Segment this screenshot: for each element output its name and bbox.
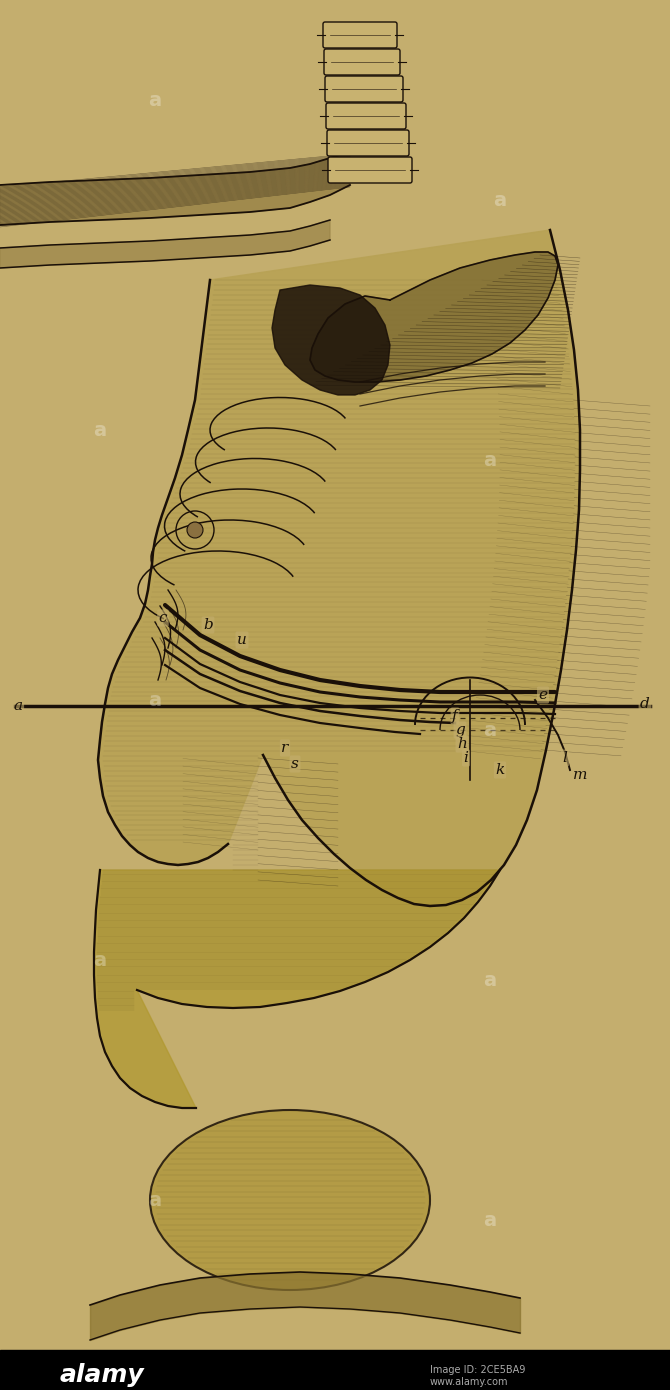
Text: l: l	[563, 751, 567, 764]
Polygon shape	[98, 229, 580, 906]
Polygon shape	[94, 870, 500, 1108]
Text: a: a	[484, 1211, 496, 1230]
Text: i: i	[464, 751, 468, 764]
Polygon shape	[310, 252, 558, 382]
Text: r: r	[281, 741, 289, 755]
Text: alamy: alamy	[60, 1364, 145, 1387]
Text: e: e	[539, 688, 547, 702]
Text: b: b	[203, 619, 213, 632]
FancyBboxPatch shape	[323, 22, 397, 49]
Polygon shape	[0, 1350, 670, 1390]
FancyBboxPatch shape	[327, 131, 409, 156]
Polygon shape	[272, 285, 390, 395]
Text: u: u	[237, 632, 247, 646]
Text: a: a	[13, 699, 23, 713]
Text: f: f	[452, 709, 458, 723]
Polygon shape	[0, 152, 350, 225]
Text: d: d	[640, 696, 650, 712]
Text: m: m	[573, 769, 587, 783]
Text: a: a	[93, 951, 107, 969]
Ellipse shape	[150, 1111, 430, 1290]
Text: c: c	[159, 612, 168, 626]
Text: www.alamy.com: www.alamy.com	[430, 1377, 509, 1387]
Text: a: a	[493, 190, 507, 210]
Polygon shape	[0, 220, 330, 268]
Text: h: h	[457, 737, 467, 751]
Text: a: a	[149, 90, 161, 110]
Text: a: a	[149, 1190, 161, 1209]
Text: k: k	[495, 763, 505, 777]
Text: Image ID: 2CE5BA9: Image ID: 2CE5BA9	[430, 1365, 525, 1375]
Text: a: a	[484, 970, 496, 990]
FancyBboxPatch shape	[324, 49, 400, 75]
Text: a: a	[149, 691, 161, 709]
Text: g: g	[455, 723, 465, 737]
FancyBboxPatch shape	[328, 157, 412, 183]
Text: a: a	[93, 421, 107, 439]
FancyBboxPatch shape	[326, 103, 406, 129]
Text: a: a	[484, 450, 496, 470]
Ellipse shape	[187, 523, 203, 538]
FancyBboxPatch shape	[325, 76, 403, 101]
Text: a: a	[484, 720, 496, 739]
Text: s: s	[291, 758, 299, 771]
